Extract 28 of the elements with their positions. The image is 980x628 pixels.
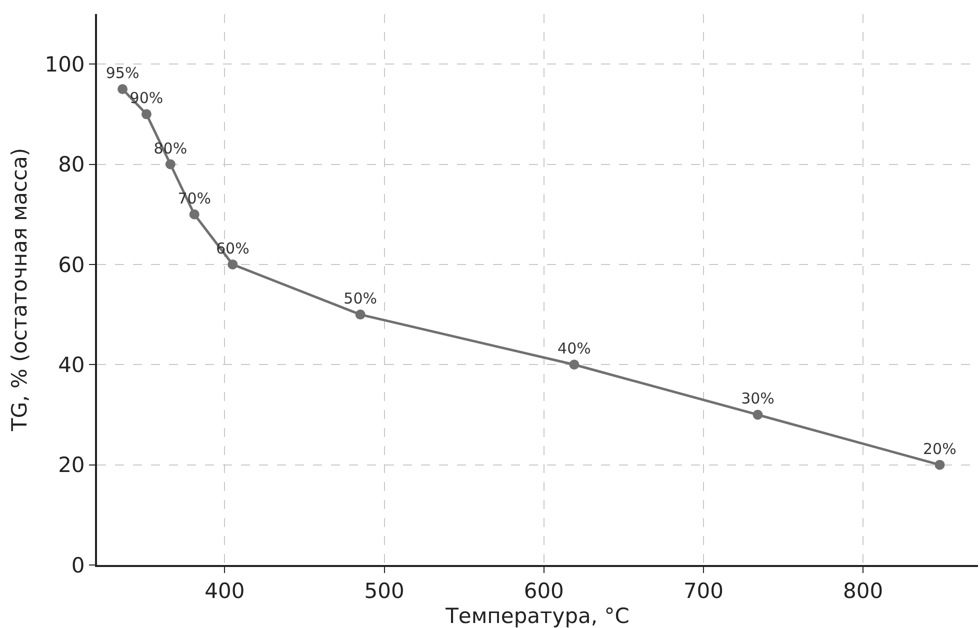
point bbox=[165, 159, 176, 170]
point bbox=[228, 259, 238, 270]
point bbox=[752, 410, 763, 420]
point bbox=[569, 360, 580, 370]
x-tick-label: 400 bbox=[204, 579, 245, 604]
x-tick-label: 600 bbox=[524, 579, 564, 604]
x-tick-label: 800 bbox=[843, 579, 884, 604]
data-label: 20% bbox=[923, 440, 956, 458]
y-tick-label: 80 bbox=[58, 152, 85, 177]
point bbox=[355, 310, 366, 320]
data-label: 90% bbox=[130, 89, 164, 108]
point bbox=[189, 209, 200, 220]
y-tick-label: 0 bbox=[71, 553, 85, 578]
data-label: 95% bbox=[106, 64, 140, 82]
data-label: 40% bbox=[558, 340, 591, 358]
y-axis-title: TG, % (остаточная масса) bbox=[7, 148, 32, 432]
point bbox=[118, 84, 128, 94]
x-tick-label: 700 bbox=[683, 579, 724, 604]
y-tick-label: 100 bbox=[44, 52, 85, 76]
x-axis-title: Температура, °C bbox=[444, 604, 630, 628]
data-label: 30% bbox=[741, 390, 774, 408]
point bbox=[141, 109, 152, 120]
x-tick-label: 500 bbox=[364, 579, 404, 604]
point bbox=[934, 460, 945, 470]
y-tick-label: 20 bbox=[58, 453, 85, 478]
data-label: 50% bbox=[344, 290, 378, 308]
y-tick-label: 40 bbox=[58, 352, 85, 377]
y-tick-label: 60 bbox=[58, 252, 85, 277]
